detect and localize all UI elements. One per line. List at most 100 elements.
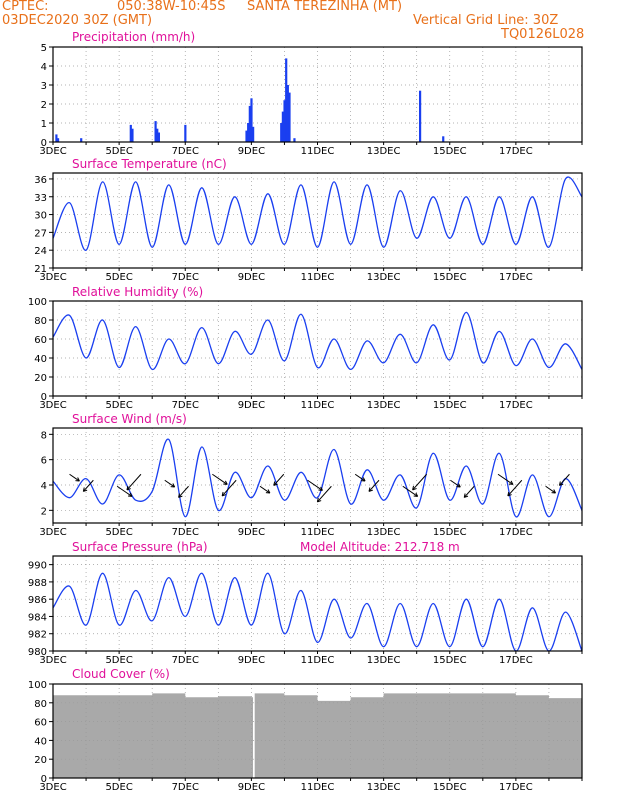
wind-vector-head [273,481,278,486]
precip-bar [288,92,291,142]
panel-temp-xtick-label: 9DEC [238,272,265,283]
wind-vector-head [361,477,366,482]
precip-bar [55,134,58,142]
panel-precip-xtick-label: 5DEC [105,146,132,157]
wind-vector [450,479,461,488]
panel-rh-xtick-label: 7DEC [172,400,199,411]
precip-bar [184,124,187,142]
wind-vector-head [316,497,322,503]
panel-rh-xtick-label: 3DEC [39,400,66,411]
panel-wind-ytick-label: 4 [41,481,47,492]
wind-vector [116,485,133,497]
wind-vector-head [127,492,133,497]
precip-bar [156,128,159,142]
wind-vector [497,473,514,485]
panel-press-title: Surface Pressure (hPa) [72,540,208,554]
precip-bar [418,90,422,142]
panel-wind-xtick-label: 11DEC [301,527,335,538]
panel-rh-ytick-label: 40 [34,354,47,365]
panel-rh-xtick-label: 5DEC [105,400,132,411]
panel-rh-ytick-label: 0 [41,392,47,403]
header-grid-note: Vertical Grid Line: 30Z [413,13,559,28]
panel-cloud-ytick-label: 80 [34,699,47,710]
panel-temp-frame [52,172,583,269]
precip-bar [250,98,253,142]
precip-bar [248,105,251,142]
panel-wind-xtick-label: 7DEC [172,527,199,538]
panel-wind-xtick-label: 3DEC [39,527,66,538]
wind-vector [178,485,189,498]
precip-bar [286,85,289,142]
panel-press-ytick-label: 990 [28,561,47,572]
panel-cloud-xtick-label: 3DEC [39,782,66,793]
panel-cloud-ytick-label: 20 [34,755,47,766]
panel-precip-ytick-label: 4 [41,62,47,73]
panel-temp-ytick-label: 27 [34,228,47,239]
header-source: CPTEC: [2,0,49,14]
panel-wind-xtick-label: 17DEC [499,527,533,538]
panel-temp-xtick-label: 5DEC [105,272,132,283]
panel-temp-xtick-label: 13DEC [367,272,401,283]
panel-cloud-xtick-label: 5DEC [105,782,132,793]
panel-wind-xtick-label: 9DEC [238,527,265,538]
panel-rh-xtick-label: 15DEC [433,400,467,411]
wind-vector [273,473,285,486]
wind-vector-head [223,480,228,485]
precip-bar [252,126,255,142]
panel-cloud-ytick-label: 40 [34,736,47,747]
panel-cloud-title: Cloud Cover (%) [72,667,170,681]
panel-press-ytick-label: 982 [28,630,47,641]
wind-vector [402,485,418,497]
wind-vector [126,473,142,491]
wind-vector [354,473,366,482]
header-station: SANTA TEREZINHA (MT) [247,0,403,14]
panel-temp-xtick-label: 15DEC [433,272,467,283]
panel-press-ytick-label: 980 [28,647,47,658]
panel-precip-ytick-label: 0 [41,138,47,149]
wind-vector-head [318,486,323,491]
wind-vector-head [507,491,512,497]
precip-bar [442,136,445,142]
panel-temp-xtick-label: 17DEC [499,272,533,283]
precip-bar [80,138,83,142]
panel-rh-line [53,311,582,371]
panel-wind-ytick-label: 6 [41,456,47,467]
panel-cloud-ytick-label: 60 [34,718,47,729]
panel-precip-xtick-label: 17DEC [499,146,533,157]
panel-press-xtick-label: 15DEC [433,655,467,666]
precip-bar [129,124,132,142]
panel-temp-xtick-label: 3DEC [39,272,66,283]
panel-temp-line [53,176,582,251]
panel-press-ytick-label: 988 [28,578,47,589]
panel-press-xtick-label: 9DEC [238,655,265,666]
precip-bar [281,111,284,142]
panel-rh-ytick-label: 80 [34,316,47,327]
wind-vector [368,479,380,492]
panel-press-xtick-label: 3DEC [39,655,66,666]
panel-rh-ytick-label: 60 [34,335,47,346]
wind-vector-head [413,492,419,497]
panel-precip-xtick-label: 15DEC [433,146,467,157]
wind-vector-head [82,487,88,492]
panel-temp-xtick-label: 11DEC [301,272,335,283]
panel-press-ytick-label: 986 [28,595,47,606]
precip-bar [56,138,60,142]
precip-bar [245,130,248,142]
wind-vector-head [265,489,271,494]
wind-vector [69,473,80,482]
wind-vector [212,473,228,485]
panel-press-xtick-label: 11DEC [301,655,335,666]
panel-press-line [53,572,582,651]
wind-vector-head [508,480,514,485]
wind-vector [507,479,523,497]
panel-precip-title: Precipitation (mm/h) [72,30,195,44]
panel-temp-ytick-label: 24 [34,246,47,257]
panel-precip-xtick-label: 3DEC [39,146,66,157]
panel-cloud-frame [52,683,583,779]
panel-precip-frame [52,46,583,143]
panel-temp-ytick-label: 33 [34,193,47,204]
cloud-cover-area [53,693,582,778]
panel-precip-xtick-label: 13DEC [367,146,401,157]
wind-vector [412,473,427,491]
